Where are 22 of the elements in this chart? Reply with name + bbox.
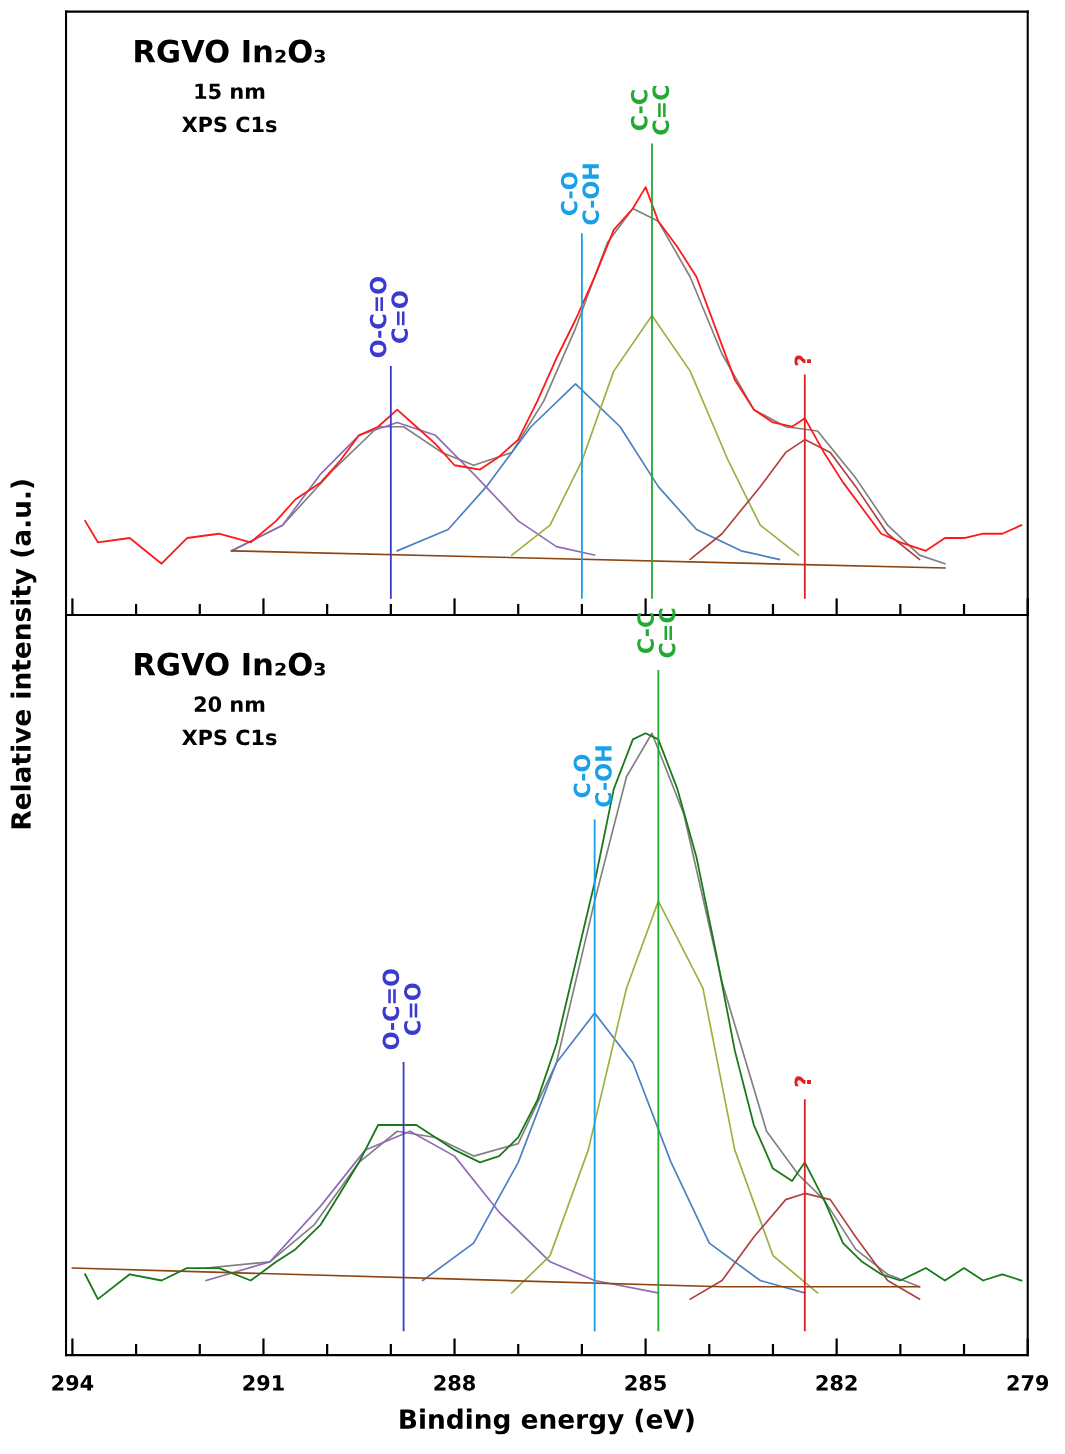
ref-line-label: ?: [794, 1076, 811, 1087]
annotation: XPS C1s: [182, 729, 277, 746]
text: RGVO In₂O₃: [135, 652, 325, 676]
text: 15 nm: [195, 83, 265, 100]
x-tick-label: 288: [434, 1374, 475, 1391]
ref-line-label: ?: [794, 355, 811, 366]
x-tick-label: 291: [243, 1374, 284, 1391]
text: XPS C1s: [182, 116, 277, 133]
text: 20 nm: [194, 696, 265, 713]
x-tick-label: 294: [52, 1374, 94, 1391]
x-axis-title: Binding energy (eV): [400, 1408, 694, 1435]
text: RGVO In₂O₃: [135, 39, 325, 63]
ref-line-label: C-C C=C: [637, 608, 676, 658]
ref-line-label: O-C=O C=O: [382, 969, 421, 1050]
x-tick-label: 282: [816, 1374, 857, 1391]
ref-line-label: O-C=O C=O: [369, 277, 409, 358]
y-axis-title: Relative intensity (a.u.): [10, 480, 37, 829]
x-tick-label: 285: [625, 1374, 666, 1391]
x-tick-label: 279: [1007, 1374, 1049, 1391]
ref-line-label: C-C C=C: [630, 85, 670, 135]
ref-line-label: C-O C-OH: [560, 164, 600, 225]
ref-line-label: C-O C-OH: [573, 746, 612, 807]
